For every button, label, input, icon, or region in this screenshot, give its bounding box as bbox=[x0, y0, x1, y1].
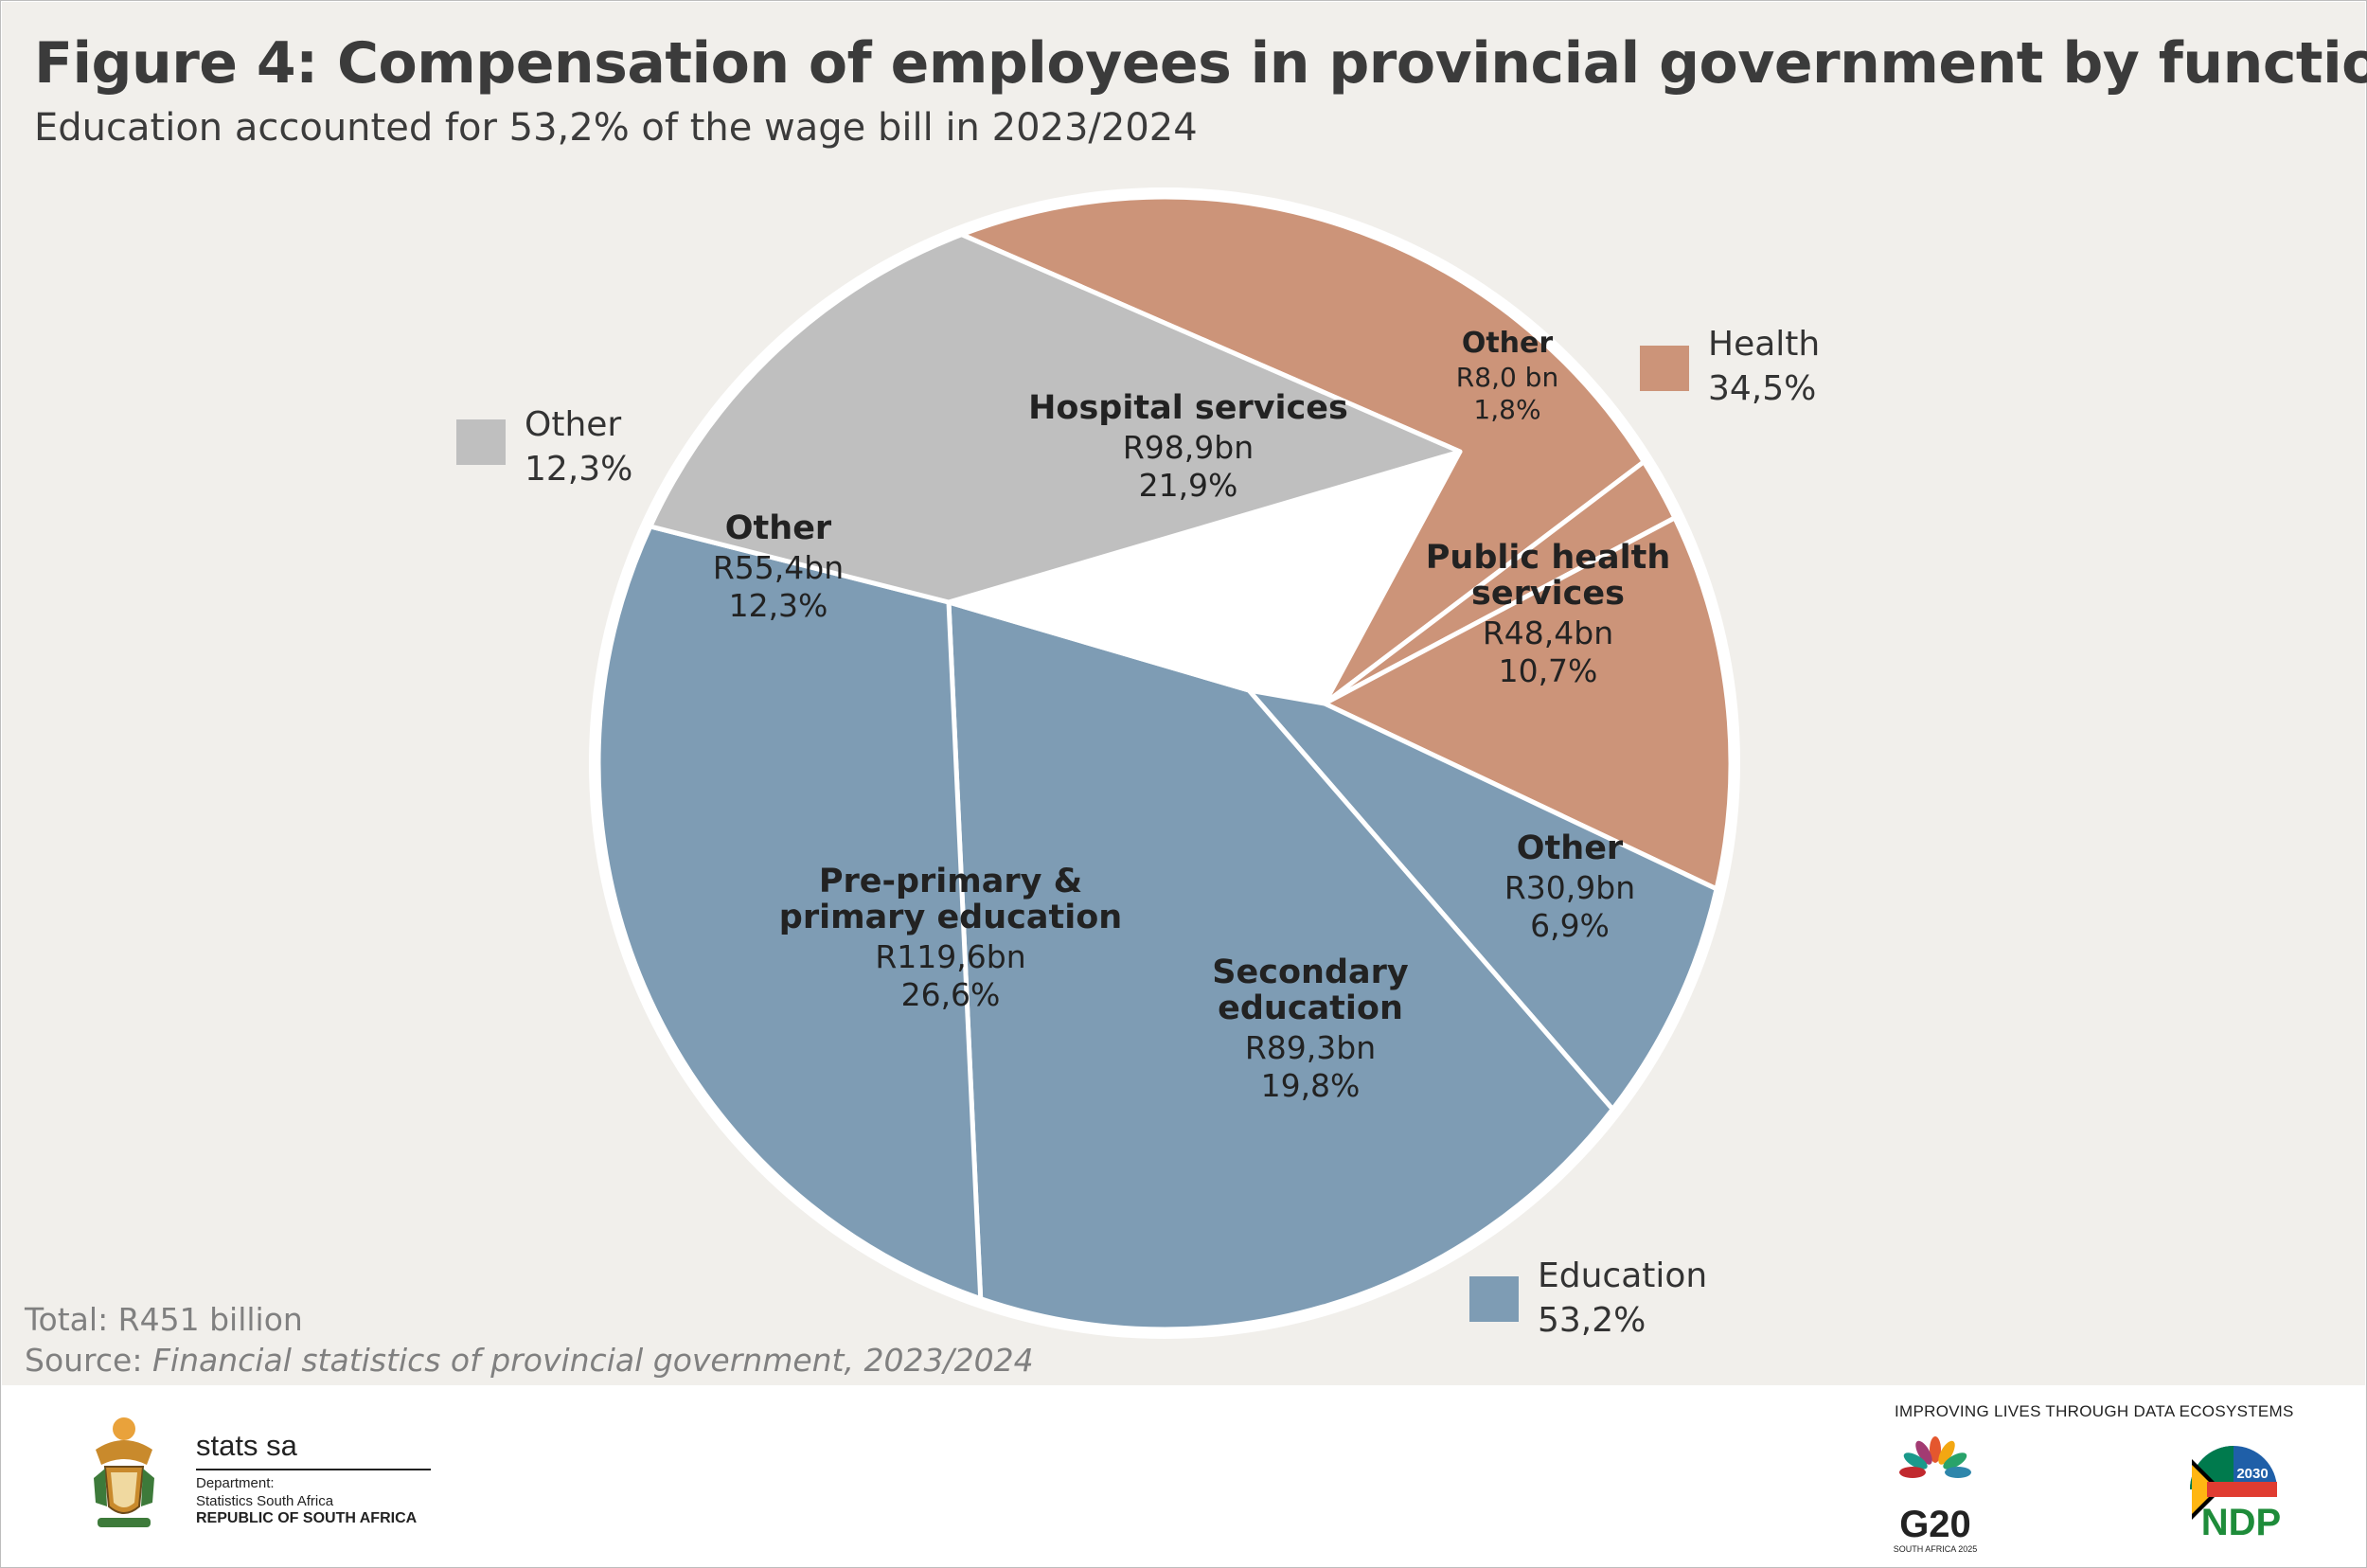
pie-slice-hospital-services-0 bbox=[959, 194, 1646, 706]
chart-panel: Figure 4: Compensation of employees in p… bbox=[2, 2, 2367, 1385]
source-title: Financial statistics of provincial gover… bbox=[151, 1342, 1034, 1379]
legend-label-other: Other bbox=[525, 405, 622, 444]
slice-amount-0: R98,9bn bbox=[1123, 429, 1254, 466]
total-note: Total: R451 billion bbox=[25, 1301, 303, 1338]
slice-name-5-line-1: primary education bbox=[779, 899, 1122, 936]
slice-amount-6: R55,4bn bbox=[713, 549, 844, 586]
chart-title: Figure 4: Compensation of employees in p… bbox=[34, 30, 2367, 97]
pie-slice-secondary-education-4 bbox=[946, 599, 1615, 1332]
ndp-text: NDP bbox=[2201, 1502, 2281, 1543]
slice-percent-2: 10,7% bbox=[1499, 652, 1598, 689]
slice-percent-0: 21,9% bbox=[1139, 467, 1238, 504]
footer-tagline: IMPROVING LIVES THROUGH DATA ECOSYSTEMS bbox=[1895, 1402, 2294, 1420]
legend-percent-other: 12,3% bbox=[525, 450, 633, 489]
slice-percent-1: 1,8% bbox=[1473, 394, 1540, 425]
slice-amount-3: R30,9bn bbox=[1504, 869, 1635, 906]
legend-swatch-health bbox=[1640, 346, 1689, 391]
source-note: Source: Financial statistics of provinci… bbox=[25, 1342, 1034, 1379]
slice-name-1-line-0: Other bbox=[1462, 327, 1554, 360]
slice-amount-1: R8,0 bn bbox=[1456, 362, 1558, 393]
ndp-year: 2030 bbox=[2236, 1466, 2268, 1482]
legend-percent-health: 34,5% bbox=[1708, 369, 1817, 408]
slice-name-4-line-0: Secondary bbox=[1212, 953, 1409, 991]
slice-name-4-line-1: education bbox=[1218, 989, 1403, 1027]
g20-text: G20 bbox=[1899, 1504, 1971, 1545]
slice-percent-5: 26,6% bbox=[901, 976, 1001, 1013]
legend-label-health: Health bbox=[1708, 325, 1821, 364]
legend-swatch-education bbox=[1469, 1276, 1519, 1322]
org-divider bbox=[196, 1469, 431, 1470]
legend-swatch-other bbox=[456, 419, 506, 465]
pie-slice-pre-primary-primary-education-5 bbox=[596, 524, 1252, 1302]
slice-amount-5: R119,6bn bbox=[875, 938, 1025, 975]
coat-of-arms-logo bbox=[94, 1417, 154, 1527]
org-name: stats sa bbox=[196, 1429, 297, 1462]
source-prefix: Source: bbox=[25, 1342, 152, 1379]
slice-name-3-line-0: Other bbox=[1517, 829, 1624, 867]
dept-line-1: Department: bbox=[196, 1475, 275, 1491]
slice-label-5: Pre-primary &primary educationR119,6bn26… bbox=[779, 863, 1122, 1013]
slice-percent-4: 19,8% bbox=[1261, 1067, 1361, 1104]
dept-line-2: Statistics South Africa bbox=[196, 1493, 334, 1509]
pie-slice-other-6 bbox=[648, 232, 1463, 605]
slice-amount-4: R89,3bn bbox=[1245, 1029, 1376, 1066]
legend-label-education: Education bbox=[1538, 1256, 1708, 1295]
slice-name-2-line-1: services bbox=[1471, 575, 1625, 613]
footer bbox=[1, 1387, 2366, 1567]
slice-name-0-line-0: Hospital services bbox=[1028, 389, 1348, 427]
slice-percent-6: 12,3% bbox=[729, 587, 828, 624]
slice-percent-3: 6,9% bbox=[1530, 907, 1610, 944]
g20-logo: G20 SOUTH AFRICA 2025 bbox=[1894, 1436, 1978, 1554]
slice-name-2-line-0: Public health bbox=[1426, 539, 1670, 577]
chart-subtitle: Education accounted for 53,2% of the wag… bbox=[34, 106, 1198, 150]
slice-name-6-line-0: Other bbox=[725, 509, 832, 547]
dept-line-3: REPUBLIC OF SOUTH AFRICA bbox=[196, 1510, 418, 1526]
pie-slice-public-health-services-2 bbox=[1322, 515, 1734, 892]
legend-percent-education: 53,2% bbox=[1538, 1301, 1646, 1340]
slice-amount-2: R48,4bn bbox=[1483, 615, 1613, 651]
slice-name-5-line-0: Pre-primary & bbox=[819, 863, 1082, 900]
ndp-logo: 2030 NDP bbox=[2186, 1442, 2281, 1543]
g20-subtext: SOUTH AFRICA 2025 bbox=[1894, 1544, 1978, 1554]
